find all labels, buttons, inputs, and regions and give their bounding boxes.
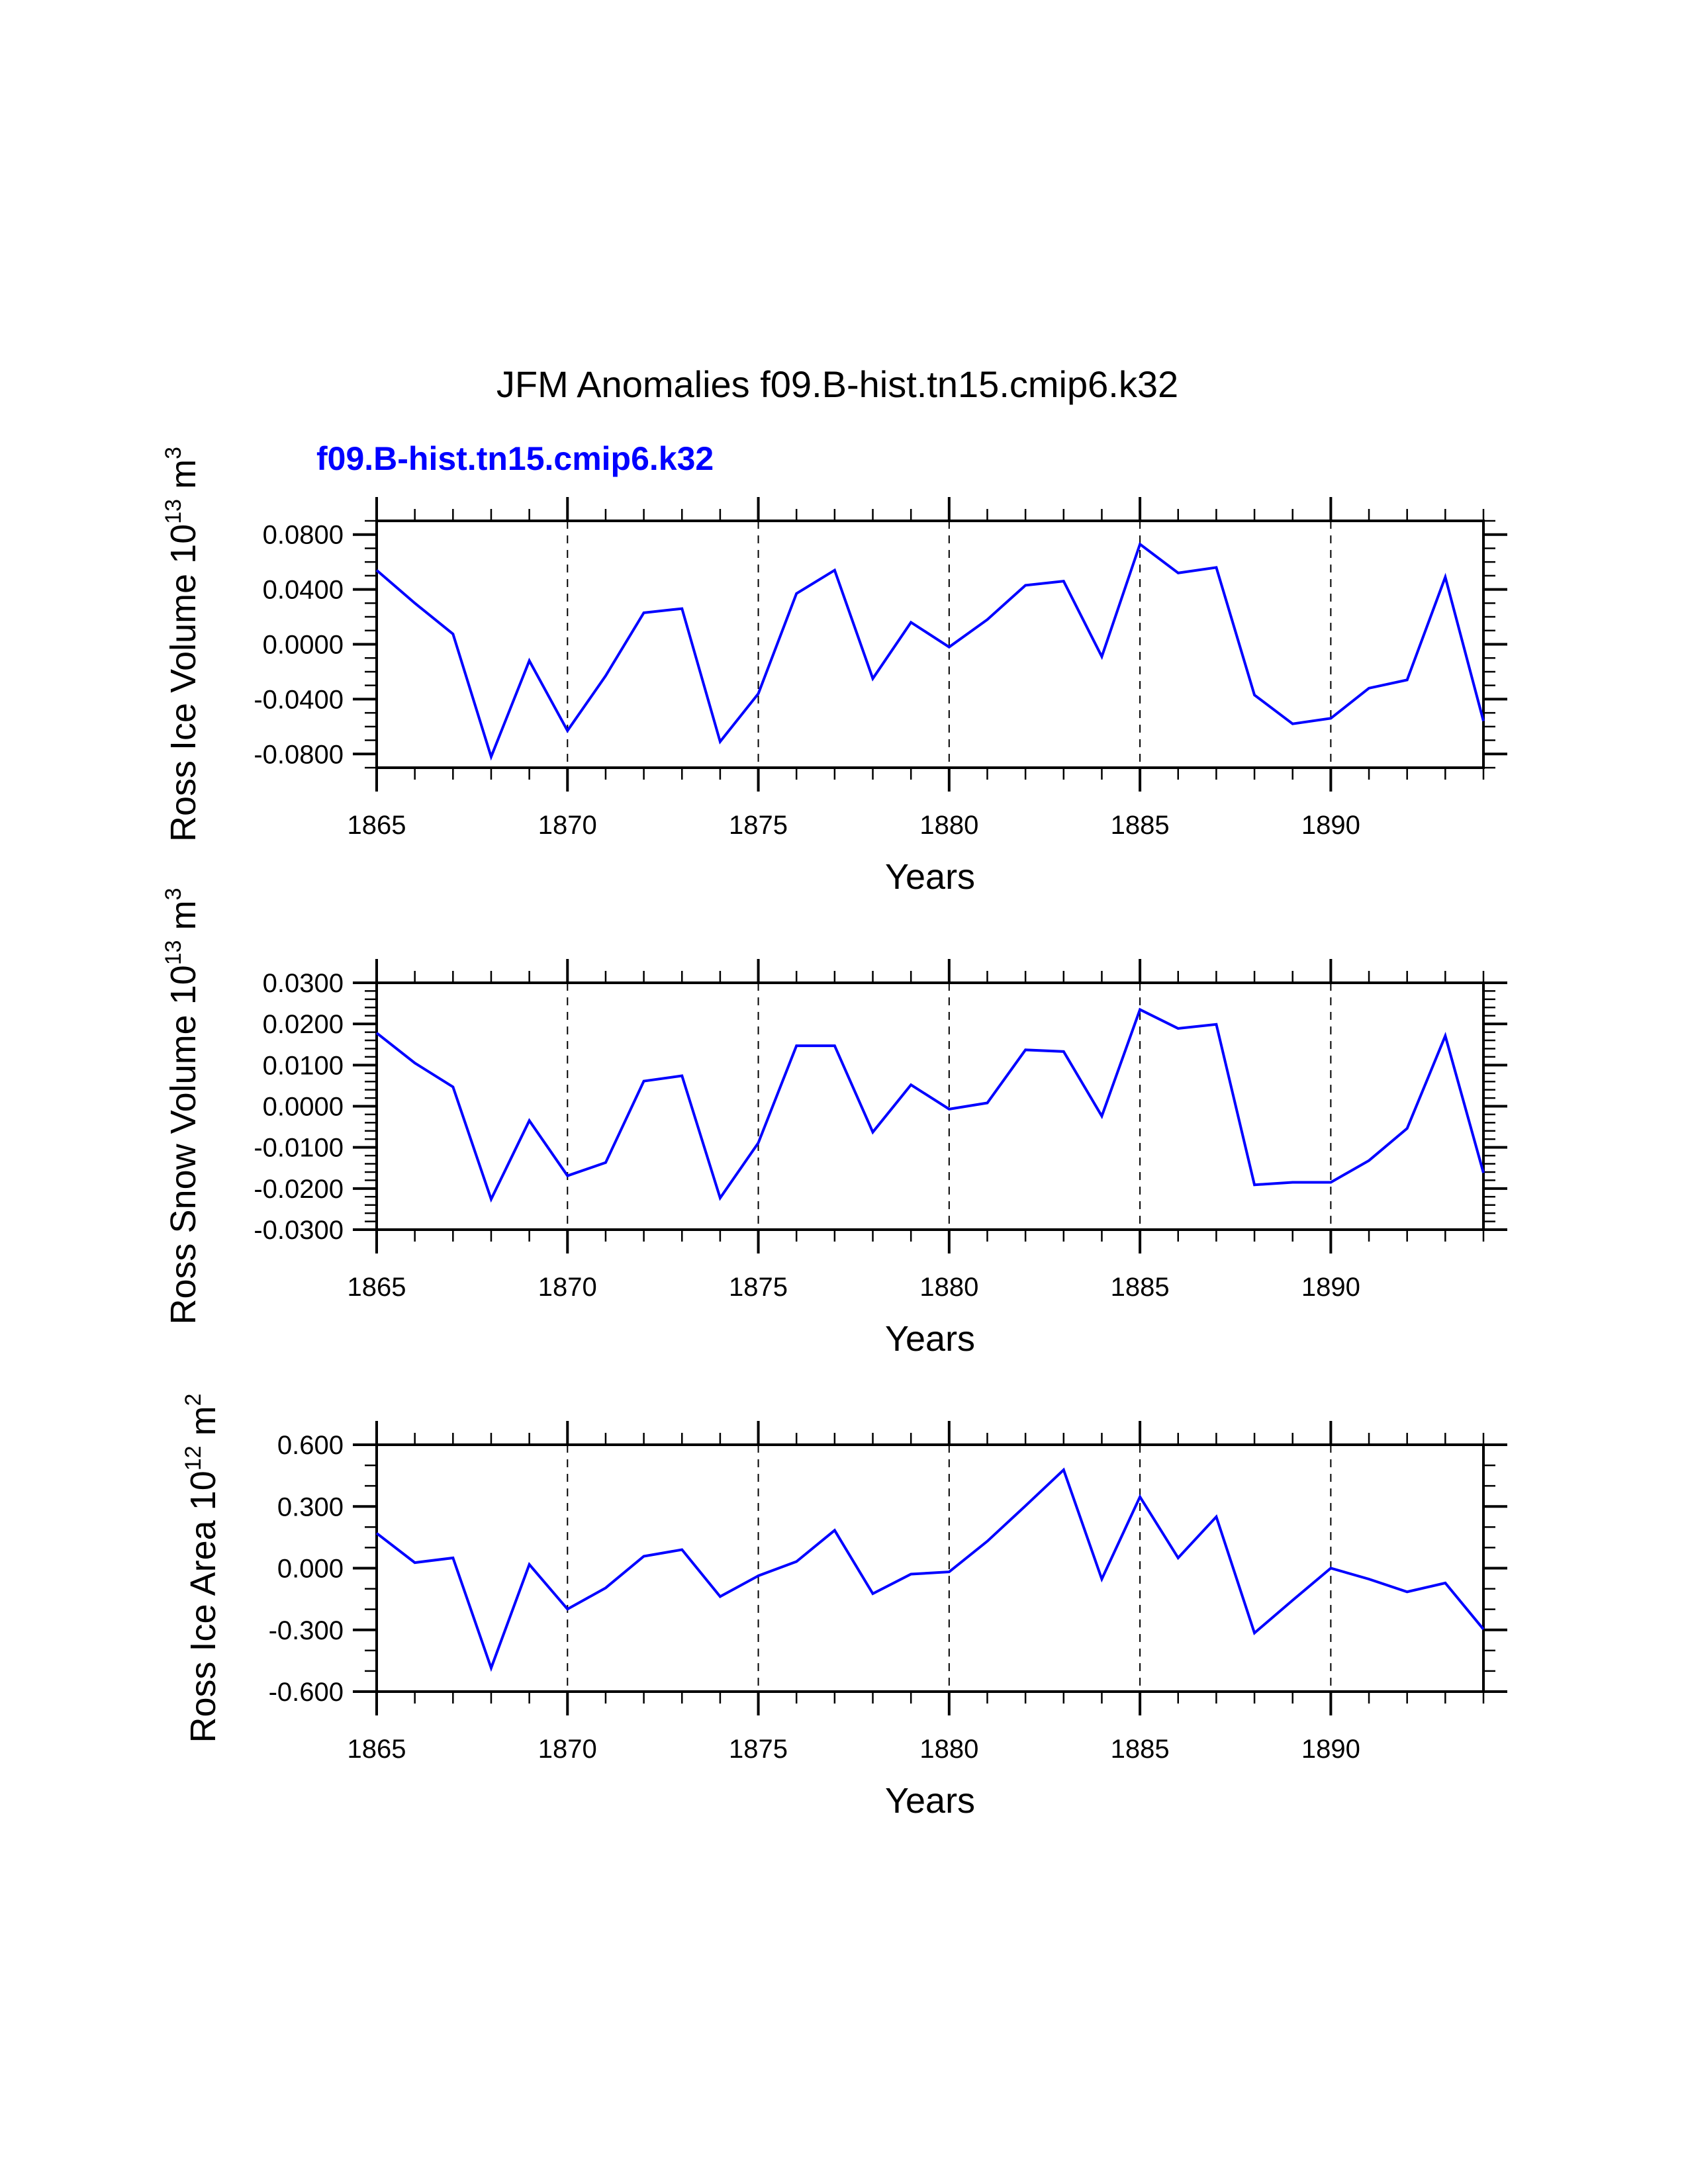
series-line (375, 541, 1485, 761)
x-tick-label: 1890 (1301, 811, 1360, 840)
y-tick-label: 0.0000 (263, 1093, 344, 1122)
plot-frame (375, 520, 1485, 769)
y-label-exponent: 13 (161, 940, 186, 965)
y-tick-label: 0.600 (277, 1431, 344, 1460)
plot-frame (375, 981, 1485, 1231)
y-label-unit: m (183, 1406, 223, 1445)
y-tick-label: -0.0400 (254, 685, 344, 714)
x-tick-label: 1890 (1301, 1273, 1360, 1302)
series-line (375, 1007, 1485, 1203)
y-label-exponent: 12 (181, 1445, 206, 1471)
y-label-unit: m (164, 900, 203, 940)
y-tick-label: -0.0300 (254, 1216, 344, 1245)
y-label-exponent: 13 (161, 499, 186, 524)
y-axis-label: Ross Ice Volume 1013 m3 (161, 447, 203, 842)
x-tick-label: 1870 (538, 811, 597, 840)
y-tick-label: 0.0000 (263, 631, 344, 660)
y-tick-label: -0.0800 (254, 740, 344, 769)
plot-frame (375, 1443, 1485, 1693)
panel-1: 0.0800 0.0400 0.0000 -0.0400 -0.0800 1865 1870… (161, 447, 1507, 897)
x-tick-label: 1880 (919, 1735, 978, 1764)
y-tick-label: -0.0100 (254, 1134, 344, 1163)
y-label-unit-exponent: 2 (181, 1394, 206, 1406)
x-tick-label: 1865 (348, 1735, 406, 1764)
y-label-unit-exponent: 3 (161, 887, 186, 900)
y-label-unit: m (164, 459, 203, 499)
y-tick-label: -0.300 (269, 1616, 344, 1645)
y-label-base: Ross Ice Area 10 (183, 1471, 223, 1743)
x-tick-label: 1870 (538, 1273, 597, 1302)
x-tick-label: 1875 (729, 1735, 788, 1764)
series-line (375, 1467, 1485, 1672)
x-tick-label: 1890 (1301, 1735, 1360, 1764)
y-tick-label: 0.0200 (263, 1010, 344, 1039)
x-tick-label: 1865 (348, 1273, 406, 1302)
x-tick-label: 1865 (348, 811, 406, 840)
x-tick-label: 1875 (729, 811, 788, 840)
legend-label: f09.B-hist.tn15.cmip6.k32 (316, 440, 714, 477)
y-tick-label: 0.0800 (263, 521, 344, 550)
y-tick-label: 0.000 (277, 1555, 344, 1584)
x-tick-label: 1885 (1111, 1735, 1170, 1764)
y-tick-label: 0.0400 (263, 576, 344, 605)
y-axis-label: Ross Snow Volume 1013 m3 (161, 887, 203, 1324)
x-tick-label: 1880 (919, 811, 978, 840)
x-axis-label: Years (885, 1781, 975, 1821)
y-label-base: Ross Ice Volume 10 (164, 524, 203, 842)
x-axis-label: Years (885, 857, 975, 897)
chart-title: JFM Anomalies f09.B-hist.tn15.cmip6.k32 (496, 363, 1178, 405)
x-axis-label: Years (885, 1319, 975, 1359)
x-tick-label: 1880 (919, 1273, 978, 1302)
y-tick-label: 0.0300 (263, 969, 344, 998)
y-tick-label: 0.300 (277, 1492, 344, 1522)
x-tick-label: 1875 (729, 1273, 788, 1302)
y-tick-label: -0.600 (269, 1678, 344, 1707)
x-tick-label: 1885 (1111, 1273, 1170, 1302)
panel-2: 0.0300 0.0200 0.0100 0.0000 -0.0100 -0.0200 -0… (161, 887, 1507, 1359)
y-tick-label: -0.0200 (254, 1175, 344, 1204)
y-label-unit-exponent: 3 (161, 447, 186, 459)
x-tick-label: 1870 (538, 1735, 597, 1764)
y-tick-label: 0.0100 (263, 1051, 344, 1080)
y-label-base: Ross Snow Volume 10 (164, 965, 203, 1324)
y-axis-label: Ross Ice Area 1012 m2 (181, 1394, 223, 1743)
x-tick-label: 1885 (1111, 811, 1170, 840)
